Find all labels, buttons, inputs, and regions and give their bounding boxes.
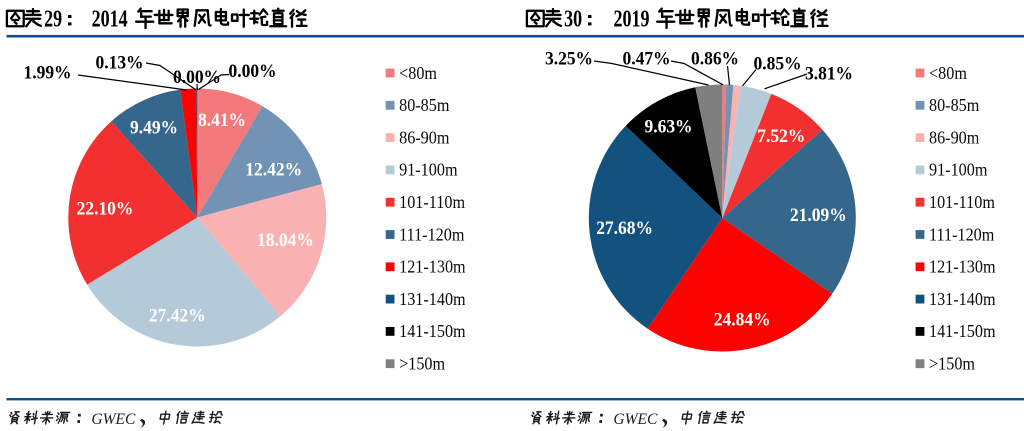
svg-text:0.86%: 0.86% [691, 48, 739, 69]
svg-text:121-130m: 121-130m [399, 257, 466, 277]
svg-text:111-120m: 111-120m [929, 225, 994, 245]
svg-text:2019: 2019 [614, 5, 650, 32]
svg-text:131-140m: 131-140m [399, 289, 466, 309]
svg-text:3.25%: 3.25% [545, 48, 593, 69]
svg-text:<80m: <80m [399, 63, 437, 83]
svg-text:9.49%: 9.49% [130, 117, 178, 138]
svg-text:0.13%: 0.13% [95, 52, 143, 73]
svg-text:>150m: >150m [929, 354, 975, 374]
svg-text:86-90m: 86-90m [929, 128, 979, 148]
svg-text:12.42%: 12.42% [245, 159, 302, 180]
svg-text:24.84%: 24.84% [714, 309, 771, 330]
svg-text:7.52%: 7.52% [757, 125, 805, 146]
svg-text:27.68%: 27.68% [596, 217, 653, 238]
svg-text:0.00%: 0.00% [173, 66, 221, 87]
svg-text:121-130m: 121-130m [929, 257, 996, 277]
svg-text:<80m: <80m [929, 63, 967, 83]
svg-text:101-110m: 101-110m [929, 192, 995, 212]
svg-text:GWEC: GWEC [91, 411, 136, 428]
svg-text:131-140m: 131-140m [929, 289, 996, 309]
svg-text:18.04%: 18.04% [257, 229, 314, 250]
svg-text:22.10%: 22.10% [77, 198, 134, 219]
svg-text:141-150m: 141-150m [929, 322, 996, 342]
svg-text:30: 30 [564, 5, 582, 32]
svg-text:111-120m: 111-120m [399, 225, 464, 245]
svg-text:3.81%: 3.81% [805, 63, 853, 84]
svg-text:8.41%: 8.41% [198, 109, 246, 130]
svg-text:80-85m: 80-85m [399, 95, 449, 115]
svg-text:2014: 2014 [92, 5, 128, 32]
svg-text:101-110m: 101-110m [399, 192, 465, 212]
svg-text:29: 29 [44, 5, 62, 32]
svg-text:86-90m: 86-90m [399, 128, 449, 148]
svg-text:9.63%: 9.63% [644, 116, 692, 137]
svg-text:0.47%: 0.47% [622, 48, 670, 69]
svg-text:0.85%: 0.85% [753, 53, 801, 74]
svg-text:91-100m: 91-100m [929, 160, 987, 180]
svg-text:91-100m: 91-100m [399, 160, 457, 180]
svg-text:0.00%: 0.00% [228, 60, 276, 81]
svg-text:1.99%: 1.99% [23, 62, 71, 83]
svg-text:141-150m: 141-150m [399, 322, 466, 342]
svg-text:27.42%: 27.42% [149, 305, 206, 326]
svg-text:80-85m: 80-85m [929, 95, 979, 115]
svg-text:>150m: >150m [399, 354, 445, 374]
svg-text:GWEC: GWEC [613, 411, 658, 428]
svg-text:21.09%: 21.09% [790, 204, 847, 225]
